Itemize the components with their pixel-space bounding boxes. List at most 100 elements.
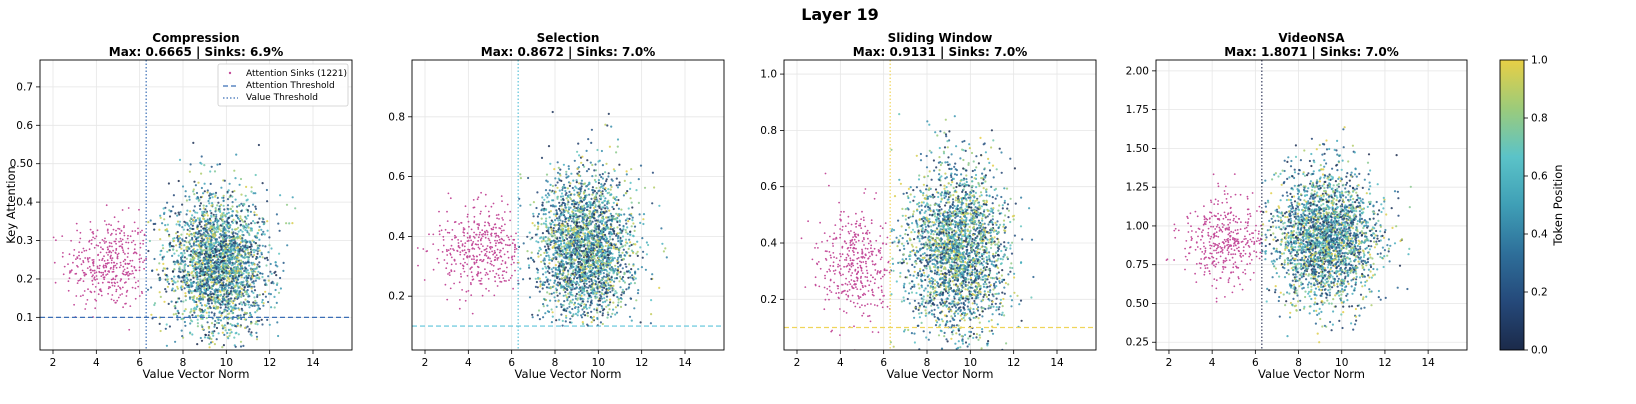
token-point [601, 172, 604, 176]
token-point [275, 274, 278, 277]
token-point [219, 233, 222, 236]
token-point [571, 199, 574, 203]
token-point [177, 254, 180, 257]
token-point [191, 236, 194, 239]
token-point [557, 227, 561, 230]
sink-point [86, 299, 89, 301]
token-point [232, 239, 235, 242]
token-point [215, 298, 218, 301]
token-point [617, 207, 621, 210]
token-point [217, 201, 220, 204]
token-point [243, 311, 246, 314]
sink-point [513, 251, 516, 253]
token-point [217, 261, 220, 264]
sink-point [495, 272, 498, 275]
token-point [254, 279, 257, 282]
legend-entry: Attention Threshold [246, 81, 335, 91]
token-point [577, 241, 580, 244]
sink-point [460, 221, 462, 224]
token-point [537, 276, 540, 279]
token-point [585, 219, 588, 223]
token-point [210, 299, 213, 302]
token-point [599, 321, 603, 324]
sink-point [485, 287, 487, 290]
token-point [547, 200, 550, 203]
token-point [591, 163, 594, 167]
token-point [217, 332, 220, 335]
token-point [623, 254, 626, 257]
sink-point [118, 228, 121, 230]
token-point [170, 300, 173, 303]
token-point [179, 242, 182, 245]
token-point [264, 245, 267, 248]
sink-point [466, 236, 469, 239]
token-point [189, 223, 193, 226]
sink-point [103, 260, 106, 262]
sink-point [446, 231, 449, 234]
sink-point [80, 263, 83, 266]
sink-point [101, 239, 104, 241]
sink-point [85, 273, 88, 276]
sink-point [139, 231, 142, 234]
token-point [232, 284, 235, 287]
token-point [625, 170, 628, 173]
token-point [246, 248, 249, 251]
token-point [250, 287, 253, 290]
sink-point [473, 237, 476, 239]
token-point [620, 208, 623, 211]
token-point [596, 200, 599, 203]
token-point [208, 331, 211, 334]
token-point [585, 286, 588, 289]
sink-point [123, 232, 126, 234]
token-point [158, 262, 161, 265]
token-point [594, 204, 597, 207]
token-point [220, 288, 223, 291]
sink-point [131, 286, 134, 289]
token-point [212, 221, 215, 224]
sink-point [470, 283, 472, 286]
token-point [164, 224, 167, 227]
token-point [605, 268, 608, 272]
sink-point [79, 258, 81, 260]
sink-point [124, 258, 126, 261]
token-point [246, 225, 249, 228]
token-point [223, 255, 226, 258]
token-point [262, 230, 265, 233]
token-point [181, 276, 184, 279]
token-point [568, 184, 572, 187]
sink-point [98, 270, 101, 273]
sink-point [137, 227, 139, 230]
token-point [541, 232, 545, 235]
token-point [279, 276, 282, 280]
token-point [195, 272, 198, 275]
token-point [239, 224, 242, 227]
token-point [231, 195, 234, 198]
sink-point [495, 234, 498, 237]
token-point [278, 252, 281, 255]
token-point [186, 274, 190, 277]
token-point [231, 214, 234, 217]
sink-point [108, 223, 110, 226]
sink-point [90, 242, 93, 245]
sink-point [129, 235, 132, 238]
token-point [234, 265, 237, 268]
token-point [573, 281, 577, 284]
token-point [190, 245, 193, 248]
token-point [246, 231, 249, 234]
token-point [225, 266, 228, 269]
token-point [207, 283, 210, 286]
sink-point [484, 221, 486, 224]
token-point [203, 285, 206, 288]
token-point [615, 212, 618, 215]
token-point [181, 254, 184, 257]
sink-point [446, 254, 449, 256]
token-point [171, 283, 174, 286]
token-point [193, 235, 197, 238]
token-point [229, 310, 233, 313]
sink-point [89, 228, 92, 231]
token-point [549, 162, 552, 165]
token-point [192, 141, 195, 144]
token-point [227, 328, 231, 331]
sink-point [457, 239, 459, 241]
token-point [532, 215, 535, 218]
